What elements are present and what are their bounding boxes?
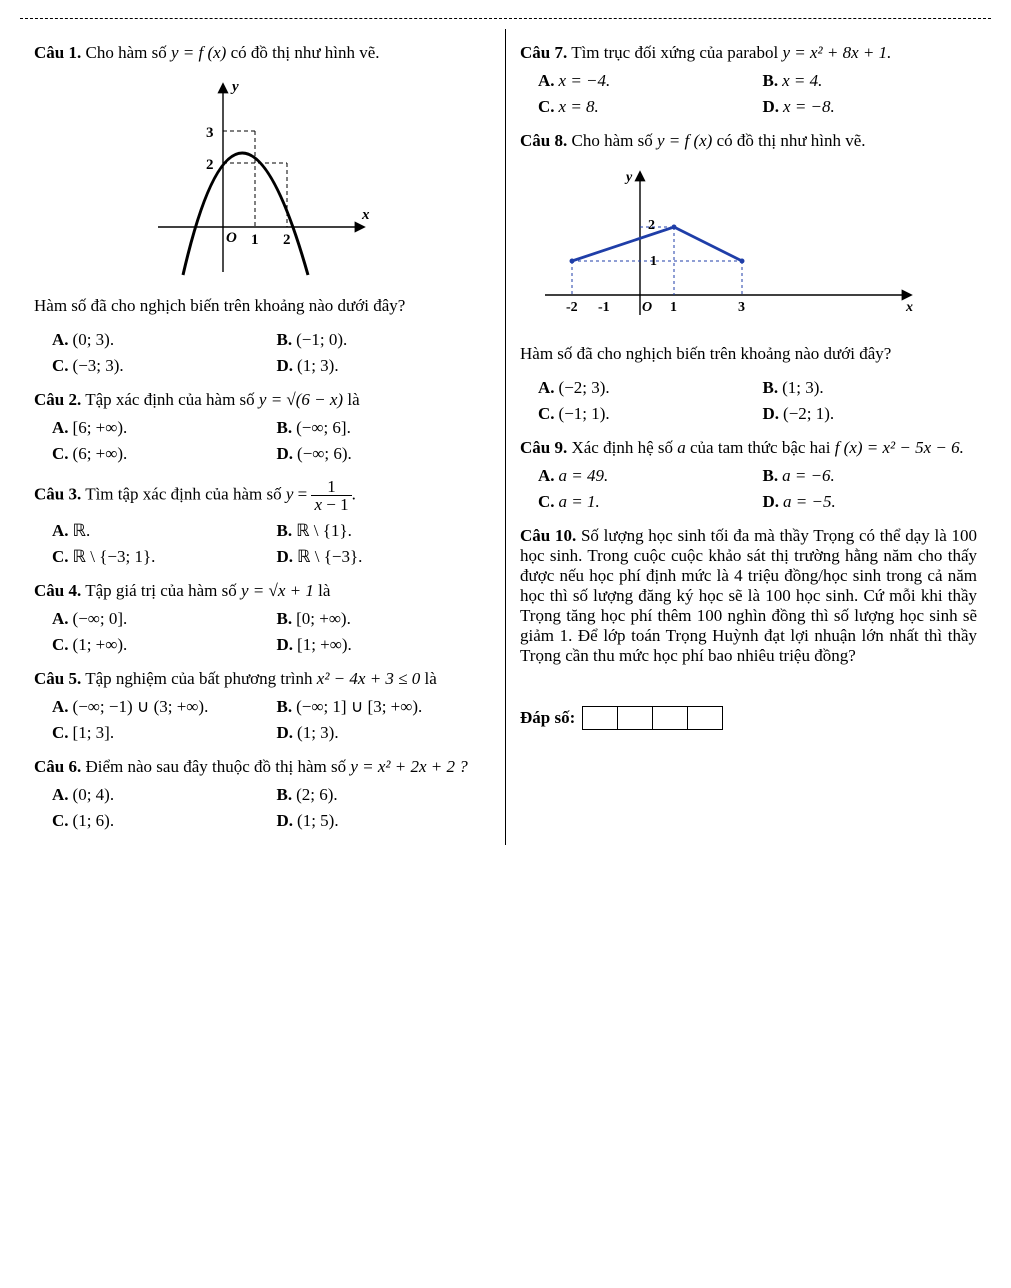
answer-box-2[interactable] <box>617 706 653 730</box>
q1-stem-before: Cho hàm số <box>85 43 170 62</box>
q4-opt-d: D.[1; +∞). <box>277 635 492 655</box>
dashed-divider <box>20 18 991 19</box>
q2-label: Câu 2. <box>34 390 81 409</box>
left-column: Câu 1. Cho hàm số y = f (x) có đồ thị nh… <box>20 29 506 845</box>
q8-graph: y x O -2 -1 1 3 1 2 <box>520 165 977 330</box>
q8-tail: Hàm số đã cho nghịch biến trên khoảng nà… <box>520 344 977 364</box>
q6-label: Câu 6. <box>34 757 81 776</box>
question-7: Câu 7. Tìm trục đối xứng của parabol y =… <box>520 43 977 117</box>
q1-stem-after: có đồ thị như hình vẽ. <box>226 43 379 62</box>
question-6: Câu 6. Điểm nào sau đây thuộc đồ thị hàm… <box>34 757 491 831</box>
q3-opt-d: D.ℝ \ {−3}. <box>277 547 492 567</box>
answer-box-4[interactable] <box>687 706 723 730</box>
q5-opt-d: D.(1; 3). <box>277 723 492 743</box>
question-9: Câu 9. Xác định hệ số a của tam thức bậc… <box>520 438 977 512</box>
question-1: Câu 1. Cho hàm số y = f (x) có đồ thị nh… <box>34 43 491 63</box>
q10-stem: Số lượng học sinh tối đa mà thầy Trọng c… <box>520 526 977 665</box>
q9-opt-a: A.a = 49. <box>538 466 753 486</box>
q4-opt-c: C.(1; +∞). <box>52 635 267 655</box>
svg-text:1: 1 <box>650 254 657 269</box>
q6-opt-a: A.(0; 4). <box>52 785 267 805</box>
answer-box-3[interactable] <box>652 706 688 730</box>
q4-opt-b: B.[0; +∞). <box>277 609 492 629</box>
svg-text:1: 1 <box>251 232 259 248</box>
q5-opt-a: A.(−∞; −1) ∪ (3; +∞). <box>52 697 267 717</box>
q5-label: Câu 5. <box>34 669 81 688</box>
q10-label: Câu 10. <box>520 526 576 545</box>
svg-text:x: x <box>905 300 913 315</box>
svg-text:x: x <box>361 207 370 223</box>
q7-opt-d: D.x = −8. <box>763 97 978 117</box>
q1-graph: y x O 1 2 3 2 <box>34 77 491 282</box>
q1-opt-d: D.(1; 3). <box>277 356 492 376</box>
right-column: Câu 7. Tìm trục đối xứng của parabol y =… <box>506 29 991 845</box>
q6-opt-b: B.(2; 6). <box>277 785 492 805</box>
q6-opt-c: C.(1; 6). <box>52 811 267 831</box>
q8-opt-b: B.(1; 3). <box>763 378 978 398</box>
q8-opt-d: D.(−2; 1). <box>763 404 978 424</box>
q1-options: A.(0; 3). B.(−1; 0). C.(−3; 3). D.(1; 3)… <box>52 330 491 376</box>
svg-text:O: O <box>642 300 652 315</box>
q2-opt-c: C.(6; +∞). <box>52 444 267 464</box>
q3-label: Câu 3. <box>34 484 81 503</box>
question-10: Câu 10. Số lượng học sinh tối đa mà thầy… <box>520 526 977 666</box>
q7-opt-c: C.x = 8. <box>538 97 753 117</box>
q6-opt-d: D.(1; 5). <box>277 811 492 831</box>
q7-opt-b: B.x = 4. <box>763 71 978 91</box>
q9-label: Câu 9. <box>520 438 567 457</box>
question-2: Câu 2. Tập xác định của hàm số y = √(6 −… <box>34 390 491 464</box>
q8-options: A.(−2; 3). B.(1; 3). C.(−1; 1). D.(−2; 1… <box>538 378 977 424</box>
q1-opt-b: B.(−1; 0). <box>277 330 492 350</box>
q3-opt-b: B.ℝ \ {1}. <box>277 521 492 541</box>
svg-text:2: 2 <box>648 218 655 233</box>
svg-text:2: 2 <box>206 157 214 173</box>
svg-text:3: 3 <box>206 125 214 141</box>
q3-opt-c: C.ℝ \ {−3; 1}. <box>52 547 267 567</box>
q2-opt-b: B.(−∞; 6]. <box>277 418 492 438</box>
answer-box-1[interactable] <box>582 706 618 730</box>
svg-text:y: y <box>230 79 239 95</box>
q9-opt-d: D.a = −5. <box>763 492 978 512</box>
answer-row: Đáp số: <box>520 706 977 730</box>
svg-text:y: y <box>624 170 633 185</box>
answer-boxes <box>583 706 723 730</box>
q1-formula: y = f (x) <box>171 43 226 62</box>
q8-label: Câu 8. <box>520 131 567 150</box>
q7-label: Câu 7. <box>520 43 567 62</box>
svg-text:2: 2 <box>283 232 291 248</box>
q4-label: Câu 4. <box>34 581 81 600</box>
question-8: Câu 8. Cho hàm số y = f (x) có đồ thị nh… <box>520 131 977 151</box>
q2-opt-a: A.[6; +∞). <box>52 418 267 438</box>
question-3: Câu 3. Tìm tập xác định của hàm số y = 1… <box>34 478 491 567</box>
q4-opt-a: A.(−∞; 0]. <box>52 609 267 629</box>
question-5: Câu 5. Tập nghiệm của bất phương trình x… <box>34 669 491 743</box>
svg-text:3: 3 <box>738 300 745 315</box>
columns: Câu 1. Cho hàm số y = f (x) có đồ thị nh… <box>20 29 991 845</box>
svg-text:1: 1 <box>670 300 677 315</box>
svg-text:O: O <box>226 230 237 246</box>
answer-label: Đáp số: <box>520 708 575 728</box>
q3-opt-a: A.ℝ. <box>52 521 267 541</box>
q8-opt-c: C.(−1; 1). <box>538 404 753 424</box>
q1-tail: Hàm số đã cho nghịch biến trên khoảng nà… <box>34 296 491 316</box>
q2-opt-d: D.(−∞; 6). <box>277 444 492 464</box>
q3-formula: y = 1x − 1. <box>286 478 356 513</box>
q9-opt-c: C.a = 1. <box>538 492 753 512</box>
q1-opt-c: C.(−3; 3). <box>52 356 267 376</box>
q7-opt-a: A.x = −4. <box>538 71 753 91</box>
svg-text:-1: -1 <box>598 300 610 315</box>
q9-opt-b: B.a = −6. <box>763 466 978 486</box>
q5-opt-c: C.[1; 3]. <box>52 723 267 743</box>
svg-text:-2: -2 <box>566 300 578 315</box>
q5-opt-b: B.(−∞; 1] ∪ [3; +∞). <box>277 697 492 717</box>
q1-opt-a: A.(0; 3). <box>52 330 267 350</box>
question-4: Câu 4. Tập giá trị của hàm số y = √x + 1… <box>34 581 491 655</box>
q1-label: Câu 1. <box>34 43 81 62</box>
q8-opt-a: A.(−2; 3). <box>538 378 753 398</box>
